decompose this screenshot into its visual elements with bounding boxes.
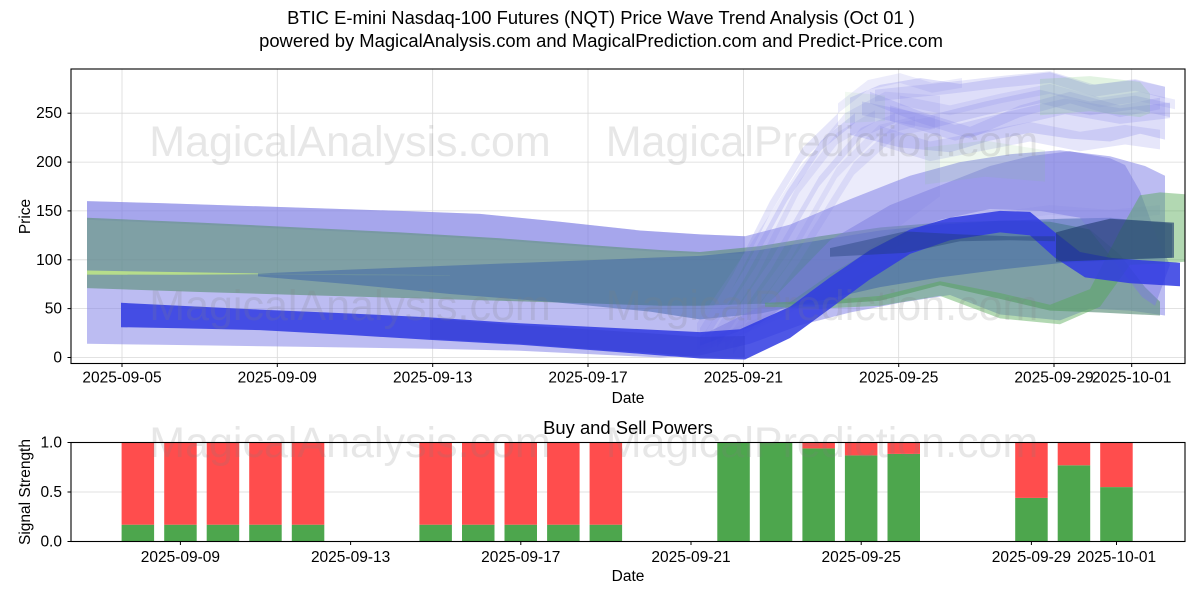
svg-text:50: 50 [45,301,63,318]
svg-text:200: 200 [36,154,62,171]
svg-text:MagicalAnalysis.com: MagicalAnalysis.com [149,282,550,330]
svg-text:0.0: 0.0 [40,534,62,551]
svg-text:2025-09-25: 2025-09-25 [822,549,901,566]
svg-text:Price: Price [17,199,34,234]
svg-text:2025-09-29: 2025-09-29 [992,549,1071,566]
svg-text:2025-09-17: 2025-09-17 [548,370,627,387]
svg-text:0: 0 [53,350,62,367]
svg-text:MagicalAnalysis.com: MagicalAnalysis.com [149,118,550,166]
svg-text:MagicalPrediction.com: MagicalPrediction.com [606,282,1039,330]
svg-text:2025-09-17: 2025-09-17 [481,549,560,566]
svg-text:100: 100 [36,252,62,269]
svg-text:2025-09-13: 2025-09-13 [393,370,472,387]
svg-text:Date: Date [612,568,645,585]
svg-text:1.0: 1.0 [40,435,62,452]
svg-text:2025-09-21: 2025-09-21 [651,549,730,566]
svg-text:2025-09-09: 2025-09-09 [141,549,220,566]
svg-text:Date: Date [612,390,645,407]
svg-text:2025-09-13: 2025-09-13 [311,549,390,566]
svg-text:Buy and Sell Powers: Buy and Sell Powers [543,417,713,438]
svg-text:MagicalPrediction.com: MagicalPrediction.com [606,118,1039,166]
svg-text:0.5: 0.5 [40,484,62,501]
svg-text:powered by MagicalAnalysis.com: powered by MagicalAnalysis.com and Magic… [259,30,943,51]
svg-text:Signal Strength: Signal Strength [17,439,34,545]
svg-text:2025-10-01: 2025-10-01 [1092,370,1171,387]
svg-text:2025-09-29: 2025-09-29 [1014,370,1093,387]
svg-text:BTIC E-mini Nasdaq-100 Futures: BTIC E-mini Nasdaq-100 Futures (NQT) Pri… [287,7,915,28]
svg-text:2025-10-01: 2025-10-01 [1077,549,1156,566]
svg-text:250: 250 [36,105,62,122]
svg-text:2025-09-05: 2025-09-05 [82,370,161,387]
svg-text:2025-09-25: 2025-09-25 [859,370,938,387]
svg-text:2025-09-21: 2025-09-21 [704,370,783,387]
svg-text:2025-09-09: 2025-09-09 [238,370,317,387]
svg-text:150: 150 [36,203,62,220]
